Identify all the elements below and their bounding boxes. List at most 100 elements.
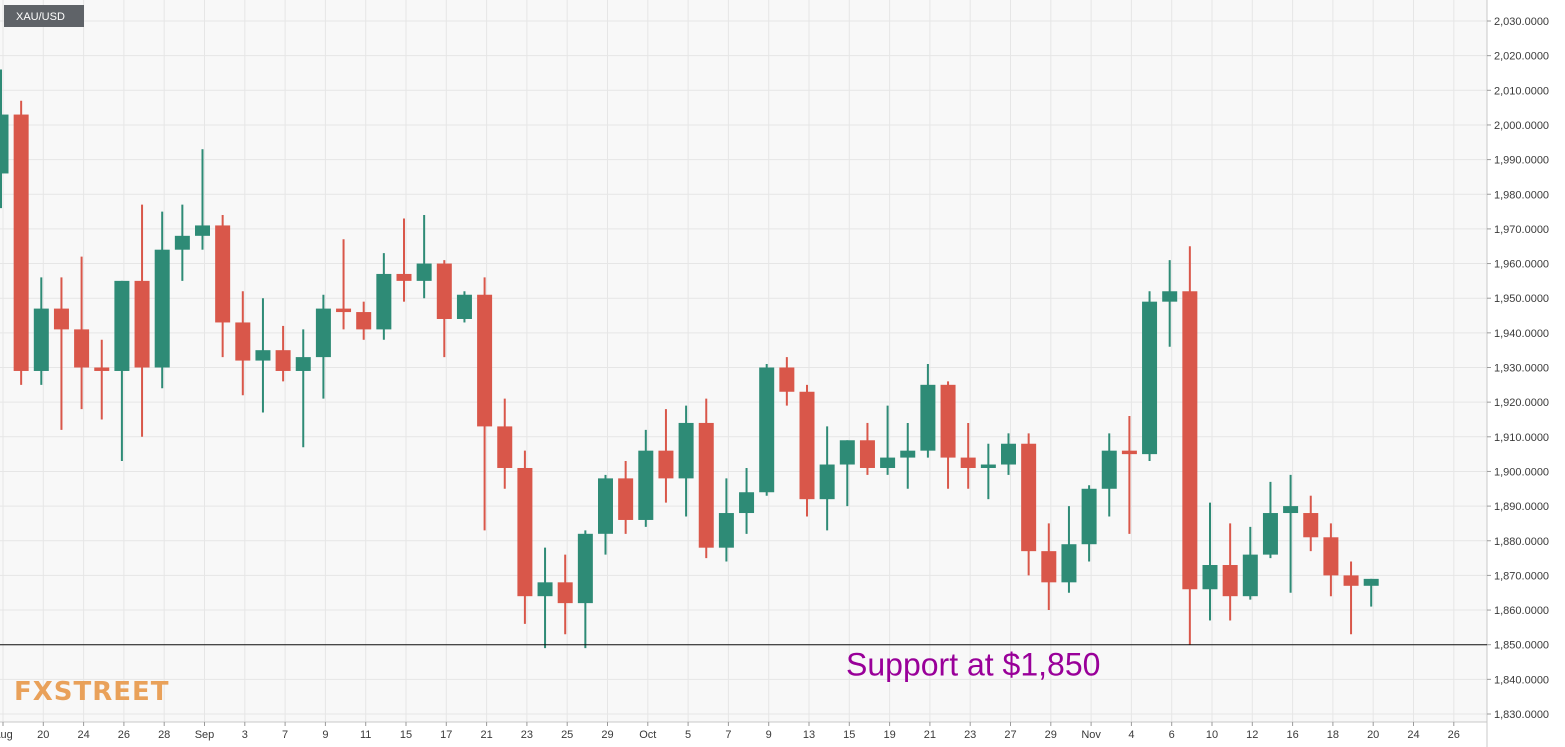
candle: [920, 364, 936, 458]
x-tick-label: Nov: [1081, 729, 1101, 741]
candles: [0, 69, 1379, 649]
candle: [577, 530, 593, 649]
candle: [1142, 291, 1158, 462]
candle: [678, 405, 694, 517]
y-tick-label: 1,880.0000: [1494, 536, 1549, 548]
candle-body: [718, 513, 734, 548]
candle-body: [315, 308, 331, 358]
x-tick-label: Aug: [0, 729, 13, 741]
candle: [215, 215, 231, 358]
candle: [1081, 485, 1097, 562]
candle-body: [356, 312, 372, 330]
y-tick-label: 1,900.0000: [1494, 466, 1549, 478]
candle-body: [154, 249, 170, 368]
candle: [134, 204, 150, 437]
candle: [1363, 578, 1379, 607]
x-tick-label: 12: [1246, 729, 1258, 741]
candle: [557, 554, 573, 635]
x-tick-label: 20: [37, 729, 49, 741]
x-tick-label: 16: [1286, 729, 1298, 741]
y-tick-label: 1,860.0000: [1494, 605, 1549, 617]
candle: [376, 253, 392, 340]
symbol-label: XAU/USD: [16, 11, 65, 23]
candle-body: [779, 367, 795, 392]
candle-body: [376, 273, 392, 330]
candle: [799, 384, 815, 517]
candle-body: [1303, 513, 1319, 538]
x-tick-label: 23: [521, 729, 533, 741]
candle: [174, 204, 190, 281]
candle-body: [1162, 291, 1178, 302]
candle-body: [1101, 450, 1117, 489]
candle: [235, 291, 251, 396]
candle: [739, 467, 755, 534]
candle-body: [1081, 488, 1097, 545]
candle: [1262, 481, 1278, 559]
candle: [759, 364, 775, 496]
candle: [779, 357, 795, 406]
y-tick-label: 1,910.0000: [1494, 432, 1549, 444]
x-tick-label: 29: [1045, 729, 1057, 741]
x-tick-label: 20: [1367, 729, 1379, 741]
candle-body: [859, 440, 875, 468]
candle-body: [1001, 443, 1016, 465]
y-tick-label: 1,990.0000: [1494, 155, 1549, 167]
candle-body: [839, 440, 855, 465]
x-tick-label: 26: [1448, 729, 1460, 741]
candle: [416, 215, 432, 299]
candle-body: [13, 114, 29, 371]
candle-body: [114, 280, 130, 371]
candle-body: [1142, 301, 1158, 455]
candle-body: [960, 457, 976, 468]
candle: [698, 398, 714, 559]
x-tick-label: 17: [440, 729, 452, 741]
candle-body: [537, 582, 553, 597]
x-tick-label: 18: [1327, 729, 1339, 741]
x-tick-label: 3: [242, 729, 248, 741]
candle-body: [1021, 443, 1037, 552]
symbol-badge-bg: [4, 5, 84, 27]
candle: [1101, 433, 1117, 517]
support-annotation: Support at $1,850: [846, 647, 1100, 683]
candle: [517, 450, 533, 624]
candle-body: [900, 450, 916, 458]
candle: [456, 291, 472, 323]
x-tick-label: 5: [685, 729, 691, 741]
x-tick-label: Oct: [639, 729, 656, 741]
candle: [295, 329, 311, 448]
candle-body: [1323, 537, 1339, 576]
y-tick-label: 2,020.0000: [1494, 51, 1549, 63]
candle: [74, 256, 90, 410]
candle: [1323, 523, 1339, 597]
x-tick-label: 24: [1407, 729, 1419, 741]
x-tick-label: 7: [282, 729, 288, 741]
candle: [658, 409, 674, 503]
candle: [315, 294, 331, 399]
candle: [1222, 523, 1238, 621]
candle-body: [1283, 506, 1299, 514]
y-tick-label: 1,940.0000: [1494, 328, 1549, 340]
candle-body: [477, 294, 493, 427]
candle-body: [1363, 578, 1379, 586]
candle: [960, 422, 976, 489]
y-tick-label: 1,970.0000: [1494, 224, 1549, 236]
x-tick-label: 10: [1206, 729, 1218, 741]
candle-body: [678, 422, 694, 479]
candle-body: [134, 280, 150, 368]
candle: [436, 260, 452, 358]
candle: [154, 211, 170, 389]
candle-body: [1262, 513, 1278, 555]
candle-body: [436, 263, 452, 319]
candle: [477, 277, 493, 531]
y-tick-label: 1,840.0000: [1494, 674, 1549, 686]
candle-body: [53, 308, 69, 330]
candle: [94, 339, 110, 420]
x-tick-label: 15: [843, 729, 855, 741]
candle-body: [174, 235, 190, 250]
y-tick-label: 1,980.0000: [1494, 189, 1549, 201]
candle: [900, 422, 916, 489]
x-tick-label: 19: [883, 729, 895, 741]
x-tick-label: 25: [561, 729, 573, 741]
